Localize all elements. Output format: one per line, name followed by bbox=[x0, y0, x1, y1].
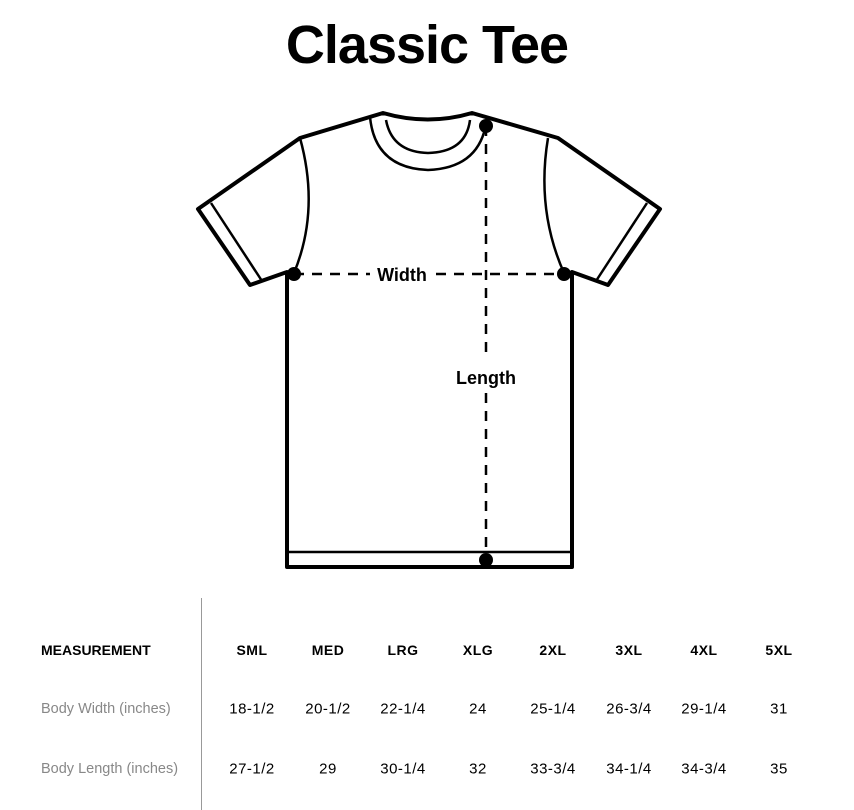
table-cell: 34-3/4 bbox=[681, 760, 727, 778]
size-header: 3XL bbox=[615, 642, 643, 658]
table-cell: 22-1/4 bbox=[380, 700, 426, 718]
table-divider bbox=[201, 598, 202, 810]
table-cell: 35 bbox=[770, 760, 788, 778]
measure-dot bbox=[287, 267, 301, 281]
table-cell: 29-1/4 bbox=[681, 700, 727, 718]
right-cuff bbox=[594, 202, 649, 282]
row-label-body-length: Body Length (inches) bbox=[41, 761, 179, 777]
size-header: LRG bbox=[387, 642, 419, 658]
left-sleeve-seam bbox=[292, 137, 310, 274]
measurement-header: MEASUREMENT bbox=[41, 642, 151, 658]
size-header: 5XL bbox=[765, 642, 793, 658]
table-cell: 26-3/4 bbox=[606, 700, 652, 718]
table-cell: 31 bbox=[770, 700, 788, 718]
table-cell: 32 bbox=[469, 760, 487, 778]
size-header: 2XL bbox=[539, 642, 567, 658]
right-sleeve-seam bbox=[543, 137, 566, 274]
measure-dot bbox=[479, 119, 493, 133]
table-cell: 30-1/4 bbox=[380, 760, 426, 778]
table-cell: 29 bbox=[319, 760, 337, 778]
collar-outer bbox=[368, 116, 489, 172]
page-title: Classic Tee bbox=[285, 15, 569, 75]
collar-inner bbox=[384, 119, 472, 155]
tee-outline bbox=[196, 111, 662, 569]
length-label: Length bbox=[456, 368, 516, 388]
width-label: Width bbox=[377, 265, 427, 285]
table-cell: 18-1/2 bbox=[229, 700, 275, 718]
table-cell: 33-3/4 bbox=[530, 760, 576, 778]
table-cell: 24 bbox=[469, 700, 487, 718]
size-header: SML bbox=[236, 642, 268, 658]
measure-dot bbox=[479, 553, 493, 567]
measure-dot bbox=[557, 267, 571, 281]
table-cell: 34-1/4 bbox=[606, 760, 652, 778]
table-cell: 20-1/2 bbox=[305, 700, 351, 718]
size-header: MED bbox=[311, 642, 345, 658]
size-header: 4XL bbox=[690, 642, 718, 658]
left-cuff bbox=[209, 202, 264, 282]
row-label-body-width: Body Width (inches) bbox=[41, 701, 171, 717]
tee-diagram: Width Length bbox=[196, 111, 662, 569]
table-cell: 27-1/2 bbox=[229, 760, 275, 778]
table-cell: 25-1/4 bbox=[530, 700, 576, 718]
size-header: XLG bbox=[462, 642, 494, 658]
